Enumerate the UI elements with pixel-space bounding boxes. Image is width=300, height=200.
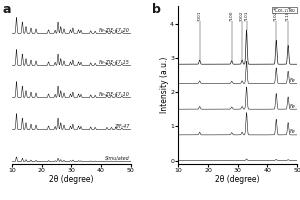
- X-axis label: 2θ (degree): 2θ (degree): [215, 175, 260, 184]
- Text: Fe-ZIF-47-15: Fe-ZIF-47-15: [99, 60, 130, 65]
- Text: *001: *001: [198, 10, 202, 21]
- Text: Fe-ZIF-47-10: Fe-ZIF-47-10: [99, 92, 130, 97]
- Text: *102: *102: [274, 10, 278, 21]
- Text: *101: *101: [244, 10, 248, 21]
- Text: *Co₁.₁₁Te₂: *Co₁.₁₁Te₂: [273, 8, 296, 13]
- Text: *110: *110: [286, 10, 290, 21]
- Text: a: a: [2, 3, 11, 16]
- Text: b: b: [152, 3, 161, 16]
- Text: Fe: Fe: [290, 104, 296, 109]
- Y-axis label: Intensity (a.u.): Intensity (a.u.): [160, 57, 169, 113]
- Text: *100: *100: [230, 10, 234, 21]
- X-axis label: 2θ (degree): 2θ (degree): [49, 175, 94, 184]
- Text: Fe-ZIF-47-20: Fe-ZIF-47-20: [99, 28, 130, 33]
- Text: Simulated: Simulated: [105, 156, 130, 161]
- Text: Fe: Fe: [290, 78, 296, 83]
- Text: *002: *002: [240, 10, 244, 21]
- Text: ZIF-47: ZIF-47: [115, 124, 130, 129]
- Text: Fe: Fe: [290, 129, 296, 134]
